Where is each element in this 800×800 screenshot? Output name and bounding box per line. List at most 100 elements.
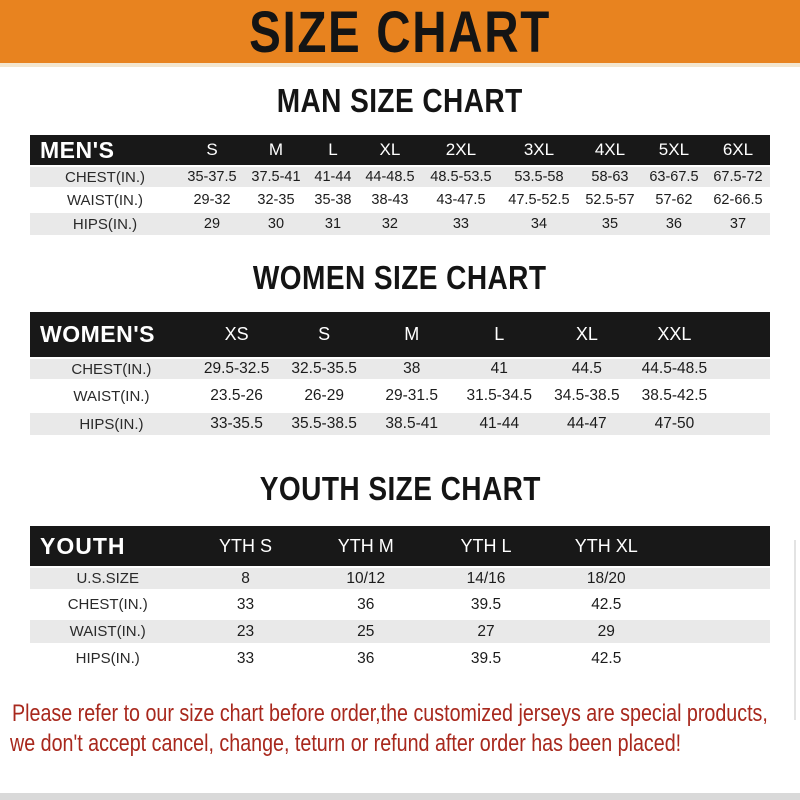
size-value-cell: 62-66.5 bbox=[705, 189, 770, 213]
size-value-cell: 48.5-53.5 bbox=[421, 165, 500, 189]
size-value-cell: 35 bbox=[577, 213, 642, 237]
table-header-row: YOUTH YTH S YTH M YTH L YTH XL bbox=[30, 526, 770, 566]
size-value-cell: 29.5-32.5 bbox=[192, 357, 281, 385]
column-header: S bbox=[280, 312, 368, 357]
section-youth: YOUTH SIZE CHART YOUTH YTH S YTH M YTH L YTH… bbox=[0, 472, 800, 674]
table-row: WAIST(IN.) 23.5-26 26-29 29-31.5 31.5-34.5 34… bbox=[30, 385, 770, 413]
row-spacer-cell bbox=[666, 593, 770, 620]
size-value-cell: 47.5-52.5 bbox=[499, 189, 578, 213]
size-value-cell: 31 bbox=[307, 213, 358, 237]
size-value-cell: 38.5-41 bbox=[367, 413, 456, 441]
row-label: CHEST(IN.) bbox=[30, 165, 180, 189]
column-header: XL bbox=[357, 135, 422, 165]
size-value-cell: 44-48.5 bbox=[357, 165, 422, 189]
column-header: 5XL bbox=[641, 135, 706, 165]
column-header: 4XL bbox=[577, 135, 642, 165]
column-header: L bbox=[455, 312, 544, 357]
table-row: HIPS(IN.) 33 36 39.5 42.5 bbox=[30, 647, 770, 674]
size-value-cell: 36 bbox=[305, 593, 426, 620]
column-header: XS bbox=[192, 312, 281, 357]
row-spacer-cell bbox=[666, 566, 770, 593]
table-corner-label: YOUTH bbox=[30, 526, 186, 566]
size-value-cell: 42.5 bbox=[546, 593, 667, 620]
row-spacer-cell bbox=[666, 620, 770, 647]
right-edge-strip bbox=[794, 540, 796, 720]
column-header: YTH L bbox=[425, 526, 547, 566]
man-section-title: MAN SIZE CHART bbox=[277, 82, 523, 119]
column-header: XL bbox=[543, 312, 631, 357]
size-value-cell: 43-47.5 bbox=[421, 189, 500, 213]
size-value-cell: 32-35 bbox=[243, 189, 308, 213]
size-chart-banner: SIZE CHART bbox=[0, 0, 800, 67]
column-header: 2XL bbox=[421, 135, 500, 165]
table-row: WAIST(IN.) 29-32 32-35 35-38 38-43 43-47.5 47.… bbox=[30, 189, 770, 213]
row-label: WAIST(IN.) bbox=[30, 620, 186, 647]
row-label: HIPS(IN.) bbox=[30, 213, 180, 237]
women-size-table: WOMEN'S XS S M L XL XXL CHEST(IN.) 29.5-32.5 32.5… bbox=[30, 312, 770, 441]
size-value-cell: 52.5-57 bbox=[577, 189, 642, 213]
table-corner-label: WOMEN'S bbox=[30, 312, 193, 357]
row-label: HIPS(IN.) bbox=[30, 413, 193, 441]
size-value-cell: 37.5-41 bbox=[243, 165, 308, 189]
size-value-cell: 47-50 bbox=[630, 413, 719, 441]
row-spacer-cell bbox=[718, 385, 770, 413]
size-value-cell: 53.5-58 bbox=[499, 165, 578, 189]
note-line-1: Please refer to our size chart before or… bbox=[12, 700, 768, 727]
column-header: 3XL bbox=[499, 135, 578, 165]
table-header-row: WOMEN'S XS S M L XL XXL bbox=[30, 312, 770, 357]
column-header: YTH M bbox=[305, 526, 426, 566]
size-value-cell: 23.5-26 bbox=[192, 385, 281, 413]
row-label: WAIST(IN.) bbox=[30, 189, 180, 213]
column-header: M bbox=[243, 135, 308, 165]
table-row: HIPS(IN.) 33-35.5 35.5-38.5 38.5-41 41-44 44-… bbox=[30, 413, 770, 441]
table-row: CHEST(IN.) 33 36 39.5 42.5 bbox=[30, 593, 770, 620]
row-spacer-cell bbox=[718, 357, 770, 385]
column-header: M bbox=[367, 312, 456, 357]
size-value-cell: 38-43 bbox=[357, 189, 422, 213]
note-line-2: we don't accept cancel, change, teturn o… bbox=[10, 730, 682, 757]
row-spacer-cell bbox=[666, 647, 770, 674]
column-header: S bbox=[180, 135, 244, 165]
table-row: WAIST(IN.) 23 25 27 29 bbox=[30, 620, 770, 647]
column-header: L bbox=[307, 135, 358, 165]
banner-title: SIZE CHART bbox=[249, 0, 551, 65]
size-value-cell: 14/16 bbox=[425, 566, 547, 593]
size-value-cell: 57-62 bbox=[641, 189, 706, 213]
size-value-cell: 41 bbox=[455, 357, 544, 385]
row-label: WAIST(IN.) bbox=[30, 385, 193, 413]
youth-section-title: YOUTH SIZE CHART bbox=[259, 470, 541, 507]
size-value-cell: 39.5 bbox=[425, 647, 547, 674]
size-value-cell: 30 bbox=[243, 213, 308, 237]
row-label: U.S.SIZE bbox=[30, 566, 186, 593]
size-value-cell: 35-38 bbox=[307, 189, 358, 213]
size-value-cell: 33 bbox=[185, 647, 306, 674]
size-value-cell: 38 bbox=[367, 357, 456, 385]
size-value-cell: 63-67.5 bbox=[641, 165, 706, 189]
size-value-cell: 10/12 bbox=[305, 566, 426, 593]
size-value-cell: 35-37.5 bbox=[180, 165, 244, 189]
size-value-cell: 34.5-38.5 bbox=[543, 385, 631, 413]
column-header: YTH XL bbox=[546, 526, 667, 566]
size-value-cell: 39.5 bbox=[425, 593, 547, 620]
row-label: CHEST(IN.) bbox=[30, 593, 186, 620]
size-value-cell: 32 bbox=[357, 213, 422, 237]
size-value-cell: 36 bbox=[641, 213, 706, 237]
size-value-cell: 32.5-35.5 bbox=[280, 357, 368, 385]
size-value-cell: 26-29 bbox=[280, 385, 368, 413]
table-header-row: MEN'S S M L XL 2XL 3XL 4XL 5XL 6XL bbox=[30, 135, 770, 165]
table-row: CHEST(IN.) 29.5-32.5 32.5-35.5 38 41 44.5 44.5… bbox=[30, 357, 770, 385]
size-value-cell: 44-47 bbox=[543, 413, 631, 441]
women-section-title: WOMEN SIZE CHART bbox=[253, 259, 547, 296]
men-size-table: MEN'S S M L XL 2XL 3XL 4XL 5XL 6XL CHEST(IN.) 35-37… bbox=[30, 135, 770, 237]
row-label: CHEST(IN.) bbox=[30, 357, 193, 385]
table-row: CHEST(IN.) 35-37.5 37.5-41 41-44 44-48.5 48.5… bbox=[30, 165, 770, 189]
row-spacer-cell bbox=[718, 413, 770, 441]
size-value-cell: 58-63 bbox=[577, 165, 642, 189]
order-policy-note: Please refer to our size chart before or… bbox=[10, 699, 800, 759]
size-value-cell: 36 bbox=[305, 647, 426, 674]
size-value-cell: 42.5 bbox=[546, 647, 667, 674]
size-value-cell: 23 bbox=[185, 620, 306, 647]
header-spacer-cell bbox=[718, 312, 770, 357]
size-value-cell: 44.5-48.5 bbox=[630, 357, 719, 385]
size-value-cell: 29 bbox=[180, 213, 244, 237]
